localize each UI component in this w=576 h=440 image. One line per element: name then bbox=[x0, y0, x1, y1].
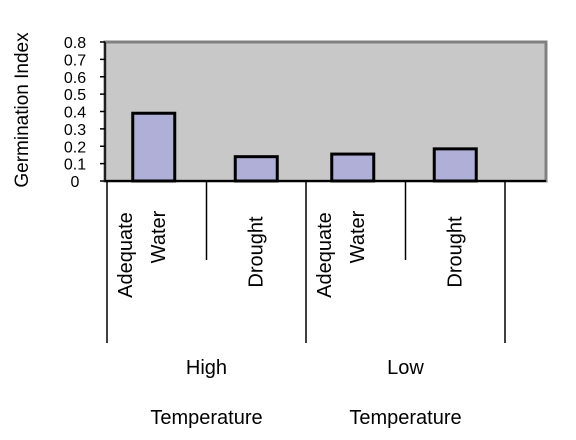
y-tick-label: 0.1 bbox=[64, 157, 86, 174]
y-tick-label: 0.4 bbox=[64, 105, 86, 122]
group-label: Low bbox=[387, 357, 424, 379]
y-tick-label: 0 bbox=[71, 174, 80, 191]
plot-area: 0.80.70.60.50.40.30.20.10 Adequate Water Dr… bbox=[64, 35, 548, 429]
y-tick-label: 0.5 bbox=[64, 87, 86, 104]
category-label: Drought bbox=[245, 216, 267, 288]
category-label: Water bbox=[347, 210, 369, 263]
y-tick-label: 0.3 bbox=[64, 122, 86, 139]
category-label: Drought bbox=[444, 216, 466, 288]
y-tick-label: 0.6 bbox=[64, 70, 86, 87]
bar bbox=[233, 155, 279, 183]
y-tick-label: 0.8 bbox=[64, 35, 86, 52]
y-tick-label: 0.2 bbox=[64, 139, 86, 156]
group-label: Temperature bbox=[150, 407, 262, 429]
group-label: High bbox=[186, 357, 227, 379]
bar bbox=[330, 152, 376, 183]
bar bbox=[131, 111, 177, 183]
category-label: Adequate bbox=[314, 212, 336, 298]
category-label: Water bbox=[148, 210, 170, 263]
category-label: Adequate bbox=[115, 212, 137, 298]
y-axis-label: Germination Index bbox=[12, 32, 33, 188]
bar bbox=[432, 147, 478, 183]
group-label: Temperature bbox=[349, 407, 461, 429]
y-tick-label: 0.7 bbox=[64, 52, 86, 69]
